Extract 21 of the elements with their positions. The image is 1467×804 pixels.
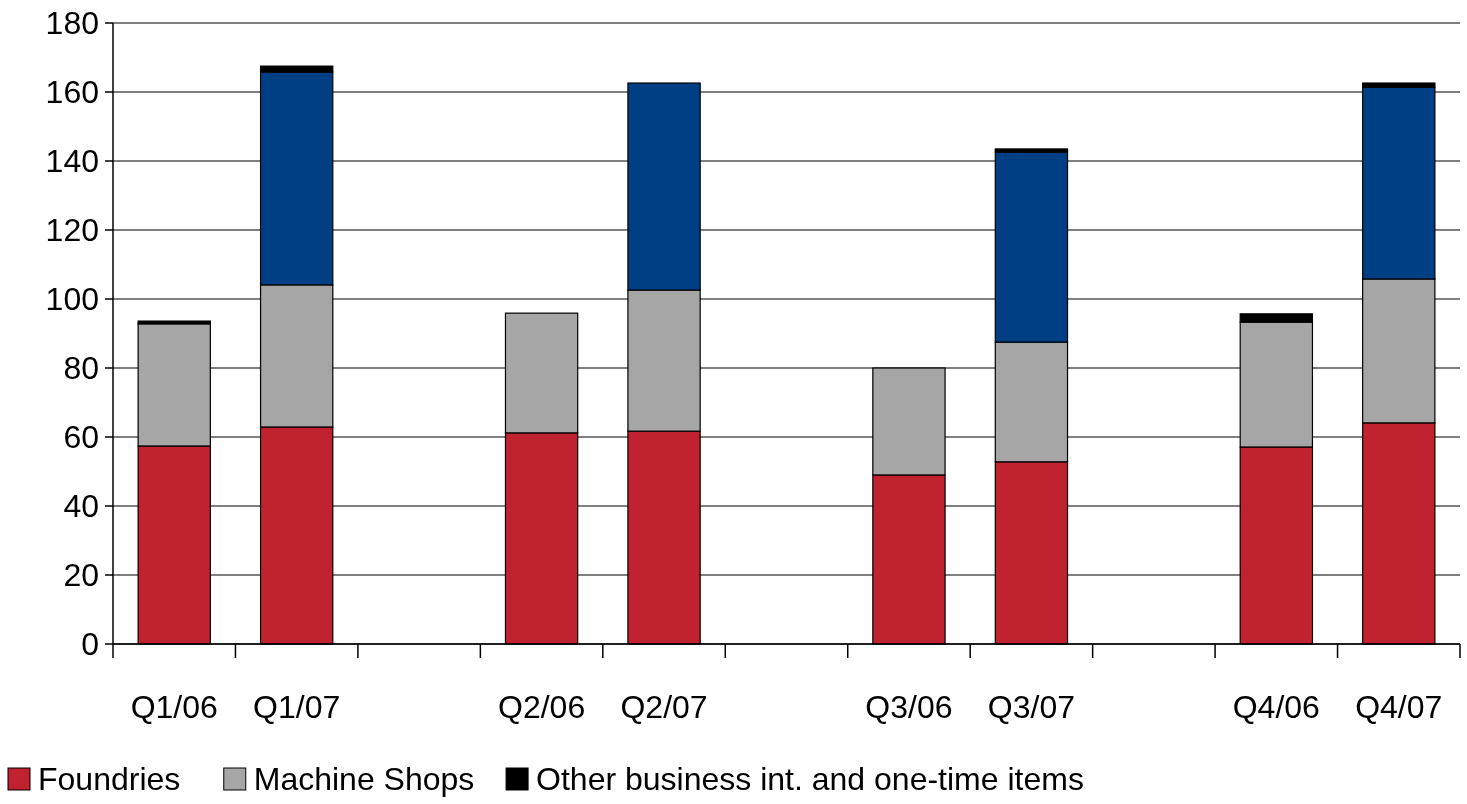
legend-label: Other business int. and one-time items xyxy=(536,761,1084,797)
x-tick-label: Q2/06 xyxy=(498,689,586,725)
y-tick-label: 60 xyxy=(63,419,99,456)
y-tick-label: 40 xyxy=(63,488,99,525)
x-tick-label: Q4/06 xyxy=(1232,689,1320,725)
y-tick-label: 180 xyxy=(45,5,99,42)
x-tick-label: Q3/07 xyxy=(987,689,1075,725)
legend-label: Foundries xyxy=(38,761,181,797)
y-tick-label: 80 xyxy=(63,350,99,387)
y-tick-label: 100 xyxy=(45,281,99,318)
x-tick-label: Q4/07 xyxy=(1355,689,1443,725)
x-tick-label: Q1/07 xyxy=(253,689,341,725)
y-tick-label: 140 xyxy=(45,143,99,180)
y-tick-label: 120 xyxy=(45,212,99,249)
y-tick-label: 0 xyxy=(81,626,99,663)
y-tick-label: 20 xyxy=(63,557,99,594)
y-tick-label: 160 xyxy=(45,74,99,111)
x-tick-label: Q2/07 xyxy=(620,689,708,725)
x-tick-label: Q1/06 xyxy=(130,689,218,725)
x-tick-label: Q3/06 xyxy=(865,689,953,725)
legend-label: Machine Shops xyxy=(253,761,475,797)
